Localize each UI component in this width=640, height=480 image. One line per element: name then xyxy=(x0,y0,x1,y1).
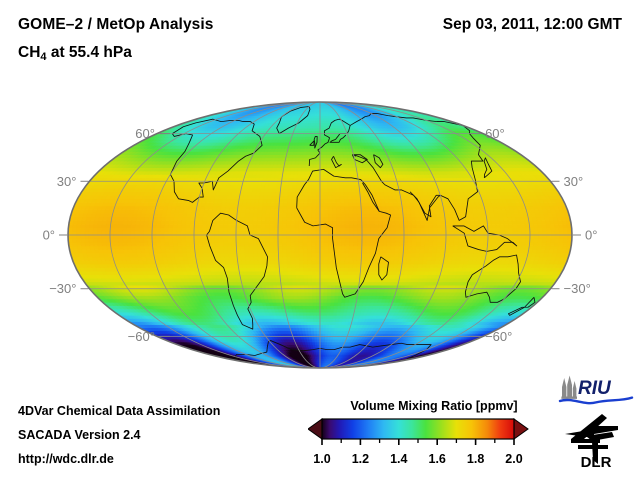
graticule-layer xyxy=(68,102,572,368)
coastline-path xyxy=(452,225,518,252)
latitude-label-left: −30° xyxy=(49,281,76,296)
coastline-path xyxy=(483,157,493,179)
latitude-label-right: 0° xyxy=(585,228,597,243)
species-level-label: CH4 at 55.4 hPa xyxy=(18,44,132,63)
coastline-path xyxy=(309,140,315,146)
species-subscript: 4 xyxy=(40,51,47,63)
latitude-label-inner-left: −60° xyxy=(128,329,155,344)
colorbar-tick-label: 1.4 xyxy=(390,452,408,466)
colorbar-gradient xyxy=(307,418,529,445)
graticule-meridian xyxy=(235,102,321,368)
colorbar-title: Volume Mixing Ratio [ppmv] xyxy=(350,399,518,413)
latitude-label-right: 30° xyxy=(564,174,584,189)
latitude-label-inner-right: −60° xyxy=(485,329,512,344)
coastline-path xyxy=(409,191,441,218)
map-panel: 30° 30° 0° 0° −30° −30° 60° 60° −60° −60° xyxy=(0,78,640,378)
graticule-meridian xyxy=(277,102,321,368)
riu-wordmark: RIU xyxy=(578,378,612,399)
colorbar-under-arrow xyxy=(307,418,323,440)
graticule-meridian xyxy=(319,102,405,368)
riu-wave-icon xyxy=(558,396,634,405)
coastline-path xyxy=(313,136,318,149)
latitude-label-inner-left: 60° xyxy=(135,126,155,141)
colorbar-tick-label: 1.6 xyxy=(428,452,446,466)
coastline-path xyxy=(507,296,536,316)
version-label: SACADA Version 2.4 xyxy=(18,428,141,442)
coastline-path xyxy=(349,112,463,126)
graticule-meridian xyxy=(193,102,321,368)
colorbar xyxy=(307,417,536,447)
colorbar-tick-label: 1.8 xyxy=(466,452,485,466)
figure-title: GOME–2 / MetOp Analysis xyxy=(18,16,214,33)
colorbar-body xyxy=(321,418,515,440)
graticule-meridian xyxy=(151,102,321,368)
colorbar-over-arrow xyxy=(513,418,529,440)
latitude-label-inner-right: 60° xyxy=(485,126,505,141)
coastline-path xyxy=(331,156,342,169)
graticule-meridian xyxy=(319,102,447,368)
datetime-label: Sep 03, 2011, 12:00 GMT xyxy=(442,16,622,33)
pressure-level: at 55.4 hPa xyxy=(46,44,132,61)
graticule-meridian xyxy=(109,102,321,368)
dlr-mark-icon xyxy=(565,414,618,464)
coastline-path xyxy=(296,168,392,298)
coastline-path xyxy=(373,154,384,169)
coastline-path xyxy=(308,118,351,167)
cathedral-spires-icon xyxy=(561,375,577,399)
coastline-path xyxy=(464,254,521,303)
latitude-label-left: 0° xyxy=(43,228,55,243)
dlr-wordmark: DLR xyxy=(581,454,612,470)
map-limb-outline xyxy=(67,101,573,369)
graticule-meridian xyxy=(319,102,489,368)
method-label: 4DVar Chemical Data Assimilation xyxy=(18,404,221,418)
graticule-meridian xyxy=(319,102,531,368)
mollweide-map: 30° 30° 0° 0° −30° −30° 60° 60° −60° −60° xyxy=(43,101,597,369)
coastline-path xyxy=(227,340,432,360)
coastline-path xyxy=(362,182,380,212)
latitude-label-right: −30° xyxy=(564,281,591,296)
colorbar-tick-label: 2.0 xyxy=(505,452,523,466)
coastline-path xyxy=(378,256,389,281)
coastline-path xyxy=(206,212,268,330)
dlr-logo: DLR xyxy=(565,414,618,470)
species-name: CH xyxy=(18,44,41,61)
website-url[interactable]: http://wdc.dlr.de xyxy=(18,452,114,466)
graticule-meridian xyxy=(319,102,363,368)
riu-logo: RIU xyxy=(558,375,634,405)
latitude-label-left: 30° xyxy=(57,174,77,189)
colorbar-tick-label: 1.0 xyxy=(313,452,331,466)
colorbar-tick-label: 1.2 xyxy=(351,452,370,466)
colorbar-tick-labels: 1.0 1.2 1.4 1.6 1.8 2.0 xyxy=(308,447,536,469)
